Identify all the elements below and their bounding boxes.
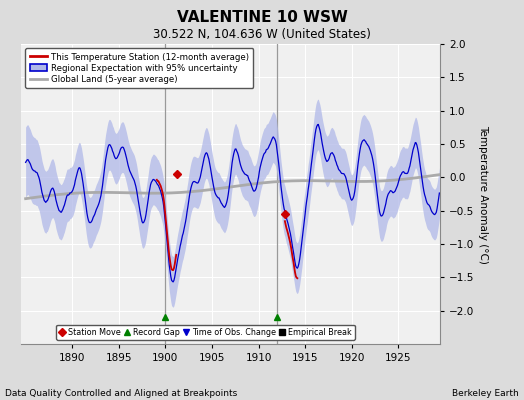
Legend: Station Move, Record Gap, Time of Obs. Change, Empirical Break: Station Move, Record Gap, Time of Obs. C…	[56, 324, 355, 340]
Text: VALENTINE 10 WSW: VALENTINE 10 WSW	[177, 10, 347, 25]
Text: Berkeley Earth: Berkeley Earth	[452, 389, 519, 398]
Text: Data Quality Controlled and Aligned at Breakpoints: Data Quality Controlled and Aligned at B…	[5, 389, 237, 398]
Y-axis label: Temperature Anomaly (°C): Temperature Anomaly (°C)	[478, 124, 488, 264]
Text: 30.522 N, 104.636 W (United States): 30.522 N, 104.636 W (United States)	[153, 28, 371, 41]
